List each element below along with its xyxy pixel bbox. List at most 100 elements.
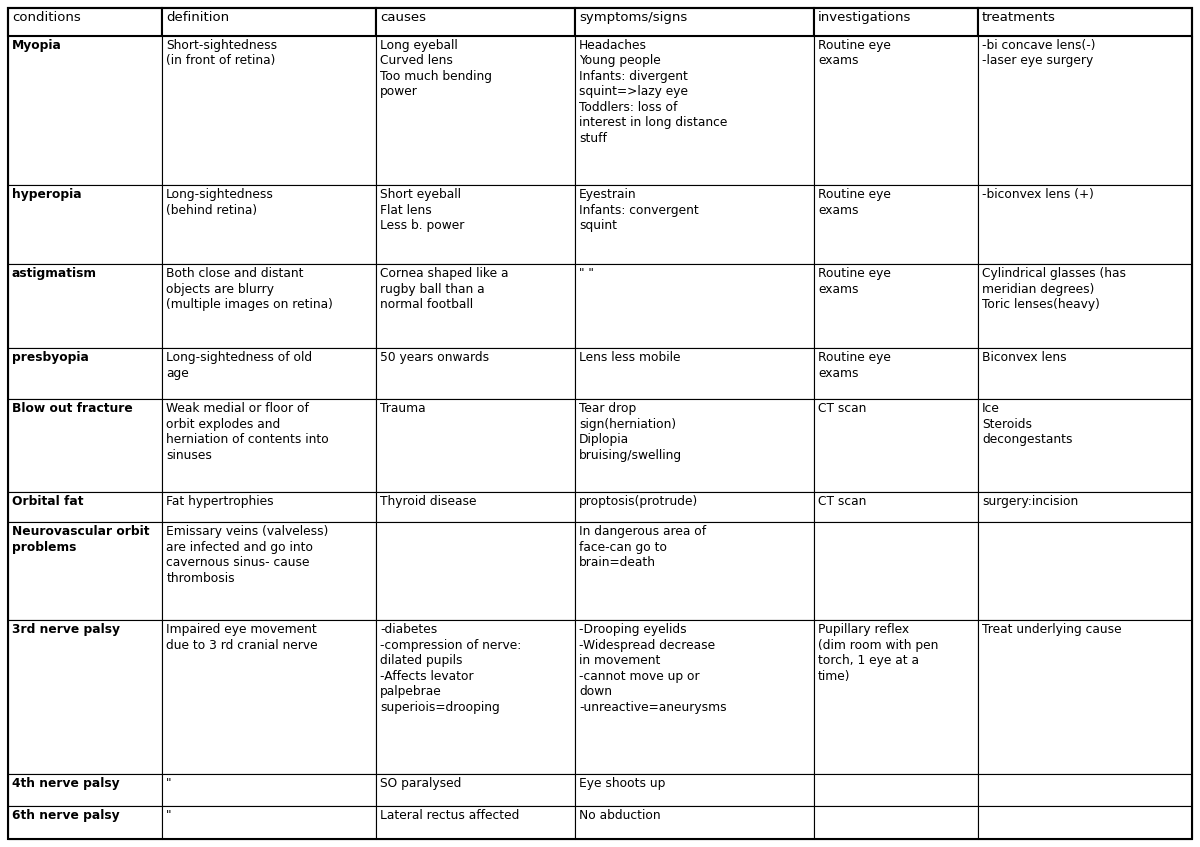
- Bar: [978, 264, 1192, 348]
- Bar: [376, 399, 575, 492]
- Bar: [978, 806, 1192, 839]
- Bar: [814, 185, 978, 264]
- Bar: [376, 774, 575, 806]
- Bar: [814, 264, 978, 348]
- Bar: [162, 492, 376, 523]
- Text: Routine eye
exams: Routine eye exams: [818, 39, 890, 68]
- Text: hyperopia: hyperopia: [12, 188, 82, 201]
- Text: Impaired eye movement
due to 3 rd cranial nerve: Impaired eye movement due to 3 rd crania…: [167, 623, 318, 651]
- Text: symptoms/signs: symptoms/signs: [580, 11, 688, 24]
- Text: -biconvex lens (+): -biconvex lens (+): [982, 188, 1094, 201]
- Bar: [978, 185, 1192, 264]
- Bar: [978, 492, 1192, 523]
- Bar: [8, 399, 162, 492]
- Text: -diabetes
-compression of nerve:
dilated pupils
-Affects levator
palpebrae
super: -diabetes -compression of nerve: dilated…: [380, 623, 521, 713]
- Bar: [575, 36, 814, 185]
- Bar: [376, 620, 575, 774]
- Bar: [376, 8, 575, 36]
- Text: Eye shoots up: Eye shoots up: [580, 777, 666, 789]
- Bar: [575, 399, 814, 492]
- Text: Long-sightedness
(behind retina): Long-sightedness (behind retina): [167, 188, 274, 217]
- Text: conditions: conditions: [12, 11, 80, 24]
- Bar: [814, 348, 978, 399]
- Text: 6th nerve palsy: 6th nerve palsy: [12, 810, 120, 822]
- Bar: [162, 8, 376, 36]
- Bar: [814, 774, 978, 806]
- Bar: [575, 774, 814, 806]
- Text: 3rd nerve palsy: 3rd nerve palsy: [12, 623, 120, 636]
- Bar: [376, 264, 575, 348]
- Bar: [575, 492, 814, 523]
- Bar: [376, 185, 575, 264]
- Bar: [8, 264, 162, 348]
- Bar: [162, 264, 376, 348]
- Text: Neurovascular orbit
problems: Neurovascular orbit problems: [12, 525, 150, 554]
- Text: 4th nerve palsy: 4th nerve palsy: [12, 777, 120, 789]
- Bar: [978, 348, 1192, 399]
- Bar: [162, 399, 376, 492]
- Bar: [814, 8, 978, 36]
- Bar: [8, 492, 162, 523]
- Bar: [162, 806, 376, 839]
- Bar: [978, 523, 1192, 620]
- Bar: [575, 620, 814, 774]
- Text: Short eyeball
Flat lens
Less b. power: Short eyeball Flat lens Less b. power: [380, 188, 464, 232]
- Bar: [575, 523, 814, 620]
- Bar: [162, 523, 376, 620]
- Bar: [575, 185, 814, 264]
- Bar: [8, 774, 162, 806]
- Text: Long-sightedness of old
age: Long-sightedness of old age: [167, 351, 312, 379]
- Bar: [8, 185, 162, 264]
- Bar: [814, 806, 978, 839]
- Text: Thyroid disease: Thyroid disease: [380, 495, 476, 508]
- Bar: [814, 492, 978, 523]
- Bar: [978, 774, 1192, 806]
- Text: Routine eye
exams: Routine eye exams: [818, 188, 890, 217]
- Bar: [8, 36, 162, 185]
- Bar: [575, 348, 814, 399]
- Text: Emissary veins (valveless)
are infected and go into
cavernous sinus- cause
throm: Emissary veins (valveless) are infected …: [167, 525, 329, 584]
- Text: 50 years onwards: 50 years onwards: [380, 351, 490, 364]
- Text: causes: causes: [380, 11, 426, 24]
- Text: -bi concave lens(-)
-laser eye surgery: -bi concave lens(-) -laser eye surgery: [982, 39, 1096, 68]
- Text: Treat underlying cause: Treat underlying cause: [982, 623, 1122, 636]
- Text: Fat hypertrophies: Fat hypertrophies: [167, 495, 274, 508]
- Text: investigations: investigations: [818, 11, 911, 24]
- Text: CT scan: CT scan: [818, 402, 866, 415]
- Text: proptosis(protrude): proptosis(protrude): [580, 495, 698, 508]
- Text: Lens less mobile: Lens less mobile: [580, 351, 680, 364]
- Bar: [162, 620, 376, 774]
- Bar: [376, 36, 575, 185]
- Bar: [814, 399, 978, 492]
- Bar: [575, 8, 814, 36]
- Bar: [978, 36, 1192, 185]
- Text: Tear drop
sign(herniation)
Diplopia
bruising/swelling: Tear drop sign(herniation) Diplopia brui…: [580, 402, 683, 462]
- Text: astigmatism: astigmatism: [12, 267, 97, 280]
- Bar: [575, 806, 814, 839]
- Bar: [8, 620, 162, 774]
- Bar: [8, 348, 162, 399]
- Bar: [575, 264, 814, 348]
- Text: SO paralysed: SO paralysed: [380, 777, 462, 789]
- Text: treatments: treatments: [982, 11, 1056, 24]
- Text: Blow out fracture: Blow out fracture: [12, 402, 133, 415]
- Bar: [8, 806, 162, 839]
- Bar: [8, 8, 162, 36]
- Text: CT scan: CT scan: [818, 495, 866, 508]
- Bar: [814, 620, 978, 774]
- Text: No abduction: No abduction: [580, 810, 661, 822]
- Text: Ice
Steroids
decongestants: Ice Steroids decongestants: [982, 402, 1073, 446]
- Text: Biconvex lens: Biconvex lens: [982, 351, 1067, 364]
- Bar: [376, 523, 575, 620]
- Text: Long eyeball
Curved lens
Too much bending
power: Long eyeball Curved lens Too much bendin…: [380, 39, 492, 98]
- Bar: [162, 348, 376, 399]
- Text: " ": " ": [580, 267, 594, 280]
- Text: Trauma: Trauma: [380, 402, 426, 415]
- Bar: [162, 185, 376, 264]
- Text: Pupillary reflex
(dim room with pen
torch, 1 eye at a
time): Pupillary reflex (dim room with pen torc…: [818, 623, 938, 683]
- Text: Orbital fat: Orbital fat: [12, 495, 84, 508]
- Text: Routine eye
exams: Routine eye exams: [818, 267, 890, 296]
- Bar: [162, 774, 376, 806]
- Bar: [162, 36, 376, 185]
- Bar: [814, 36, 978, 185]
